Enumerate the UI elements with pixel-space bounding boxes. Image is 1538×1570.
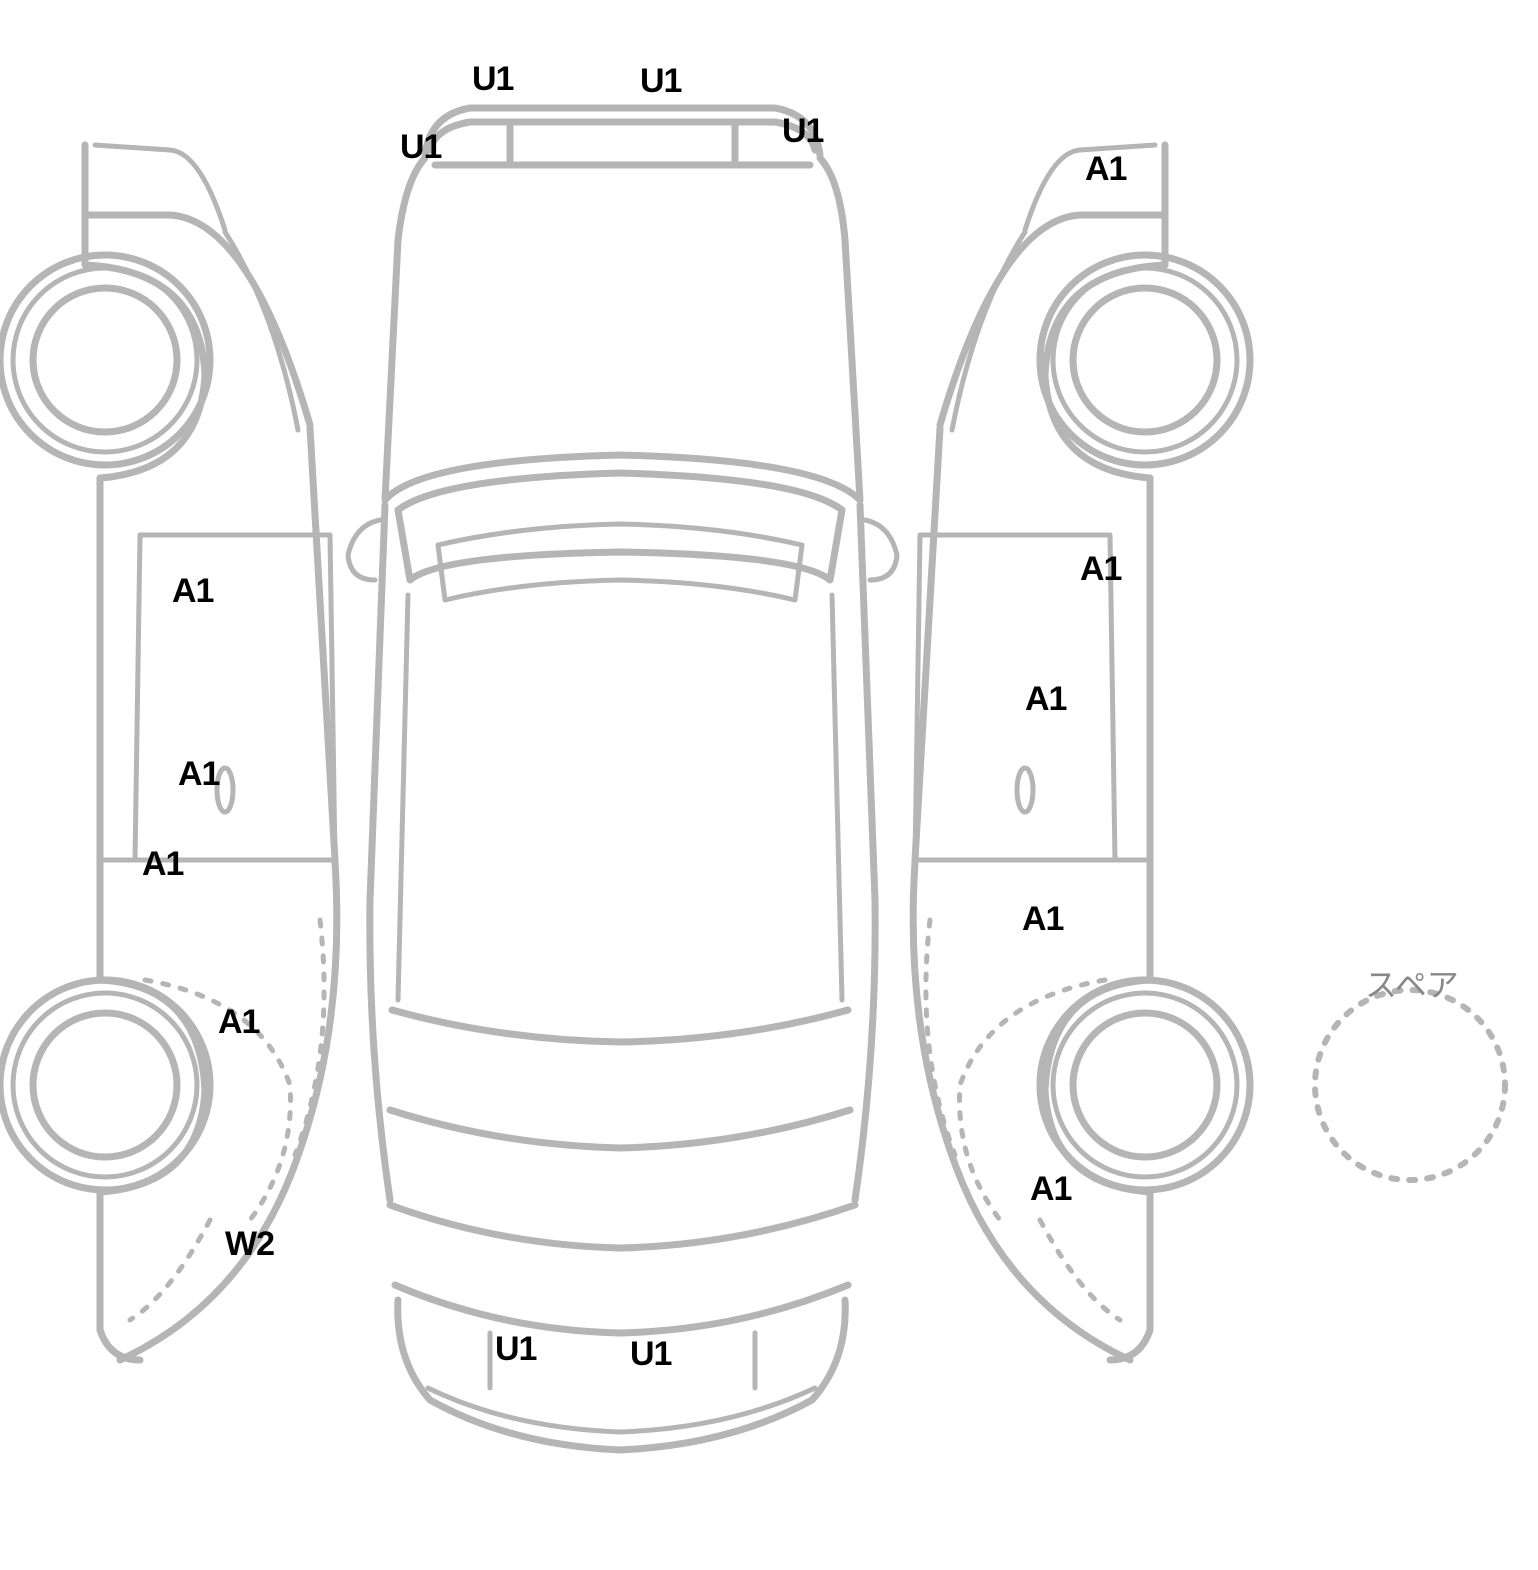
damage-label: W2	[225, 1225, 274, 1264]
damage-label: U1	[782, 112, 823, 151]
damage-label: U1	[630, 1335, 671, 1374]
damage-label: A1	[218, 1003, 259, 1042]
wheels	[0, 255, 1250, 1190]
spare-tire-circle	[1315, 990, 1505, 1180]
spare-tire-label: スペア	[1365, 960, 1459, 1006]
damage-label: A1	[1022, 900, 1063, 939]
damage-label: U1	[400, 128, 441, 167]
damage-label: A1	[1025, 680, 1066, 719]
damage-label: U1	[472, 60, 513, 99]
car-outline-svg	[0, 0, 1538, 1570]
damage-label: A1	[142, 845, 183, 884]
damage-label: U1	[640, 62, 681, 101]
damage-label: A1	[1085, 150, 1126, 189]
damage-label: A1	[1080, 550, 1121, 589]
car-inspection-diagram: U1 U1 U1 U1 A1 A1 A1 A1 A1 A1 A1 A1 A1 W…	[0, 0, 1538, 1570]
damage-label: A1	[178, 755, 219, 794]
damage-label: A1	[172, 572, 213, 611]
car-top-view	[348, 108, 897, 1450]
damage-label: A1	[1030, 1170, 1071, 1209]
damage-label: U1	[495, 1330, 536, 1369]
